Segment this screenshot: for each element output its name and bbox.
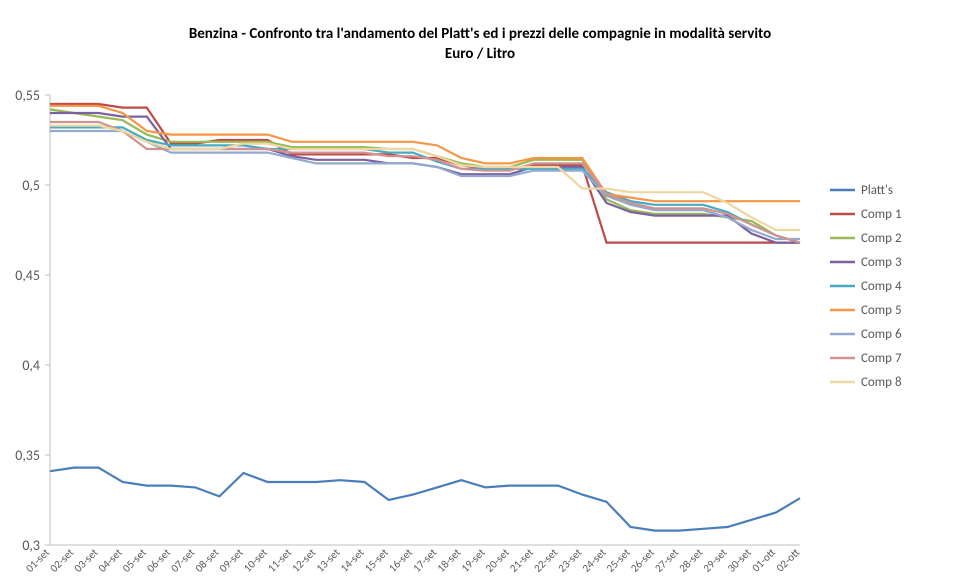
x-tick-label: 02-ott	[774, 546, 803, 575]
x-tick-label: 24-set	[580, 546, 609, 575]
x-tick-label: 20-set	[483, 546, 512, 575]
x-tick-label: 06-set	[144, 546, 173, 575]
legend-label: Comp 1	[861, 207, 902, 222]
legend-label: Comp 4	[861, 279, 902, 294]
y-tick-label: 0,4	[22, 357, 40, 374]
y-tick-label: 0,45	[15, 267, 40, 284]
x-tick-label: 25-set	[604, 546, 633, 575]
x-tick-label: 04-set	[96, 546, 125, 575]
legend-label: Comp 7	[861, 351, 902, 366]
x-tick-label: 07-set	[168, 546, 197, 575]
x-tick-label: 15-set	[362, 546, 391, 575]
series-platt-s	[50, 468, 800, 531]
legend-label: Comp 3	[861, 255, 902, 270]
x-tick-label: 08-set	[193, 546, 222, 575]
legend-label: Comp 6	[861, 327, 902, 342]
series-comp-1	[50, 104, 800, 243]
x-tick-label: 13-set	[314, 546, 343, 575]
x-tick-label: 18-set	[434, 546, 463, 575]
x-tick-label: 19-set	[459, 546, 488, 575]
y-tick-label: 0,35	[15, 447, 40, 464]
x-tick-label: 02-set	[47, 546, 76, 575]
x-tick-label: 09-set	[217, 546, 246, 575]
y-tick-label: 0,5	[22, 177, 40, 194]
x-tick-label: 05-set	[120, 546, 149, 575]
x-tick-label: 03-set	[72, 546, 101, 575]
x-tick-label: 01-ott	[749, 546, 778, 575]
x-tick-label: 21-set	[507, 546, 536, 575]
chart-container: Benzina - Confronto tra l'andamento del …	[0, 0, 960, 576]
x-tick-label: 30-set	[725, 546, 754, 575]
x-tick-label: 10-set	[241, 546, 270, 575]
x-tick-label: 14-set	[338, 546, 367, 575]
x-tick-label: 28-set	[676, 546, 705, 575]
legend-label: Comp 8	[861, 375, 902, 390]
legend-label: Comp 2	[861, 231, 902, 246]
x-tick-label: 26-set	[628, 546, 657, 575]
x-tick-label: 27-set	[652, 546, 681, 575]
y-tick-label: 0,55	[15, 87, 40, 104]
x-tick-label: 23-set	[555, 546, 584, 575]
x-tick-label: 17-set	[410, 546, 439, 575]
legend-label: Platt's	[861, 183, 893, 198]
chart-svg: 0,30,350,40,450,50,5501-set02-set03-set0…	[0, 0, 960, 576]
x-tick-label: 22-set	[531, 546, 560, 575]
legend-label: Comp 5	[861, 303, 902, 318]
x-tick-label: 29-set	[701, 546, 730, 575]
x-tick-label: 12-set	[289, 546, 318, 575]
x-tick-label: 11-set	[265, 546, 294, 575]
x-tick-label: 16-set	[386, 546, 415, 575]
